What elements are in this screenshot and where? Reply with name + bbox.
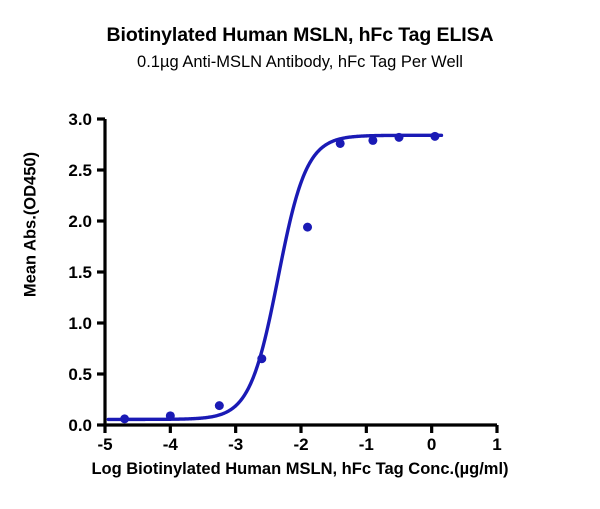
y-tick-label: 2.0 <box>68 212 92 231</box>
data-point <box>120 414 130 424</box>
y-tick-label: 3.0 <box>68 110 92 129</box>
x-tick-label: -3 <box>228 435 243 454</box>
data-point <box>368 135 378 145</box>
data-point <box>335 138 345 148</box>
x-tick-label: -4 <box>163 435 179 454</box>
x-tick-label: -5 <box>97 435 112 454</box>
y-tick-label: 2.5 <box>68 161 92 180</box>
x-tick-label: -2 <box>293 435 308 454</box>
data-point <box>214 401 224 411</box>
data-point <box>430 131 440 141</box>
y-tick-label: 1.0 <box>68 314 92 333</box>
data-point <box>165 411 175 421</box>
y-axis: 0.0 0.5 1.0 1.5 2.0 2.5 3.0 <box>68 110 107 435</box>
data-points <box>120 131 440 424</box>
y-tick-label: 1.5 <box>68 263 92 282</box>
chart-subtitle: 0.1µg Anti-MSLN Antibody, hFc Tag Per We… <box>137 53 463 71</box>
x-tick-label: 1 <box>492 435 501 454</box>
x-axis: -5 -4 -3 -2 -1 0 1 <box>97 423 502 454</box>
y-tick-label: 0.0 <box>68 416 92 435</box>
fit-curve <box>106 133 444 422</box>
y-tick-label: 0.5 <box>68 365 92 384</box>
chart-title: Biotinylated Human MSLN, hFc Tag ELISA <box>106 24 494 46</box>
data-point <box>303 222 313 232</box>
x-axis-title: Log Biotinylated Human MSLN, hFc Tag Con… <box>91 460 509 478</box>
x-tick-label: 0 <box>427 435 436 454</box>
data-point <box>257 354 267 364</box>
x-tick-label: -1 <box>359 435 374 454</box>
data-point <box>394 132 404 142</box>
